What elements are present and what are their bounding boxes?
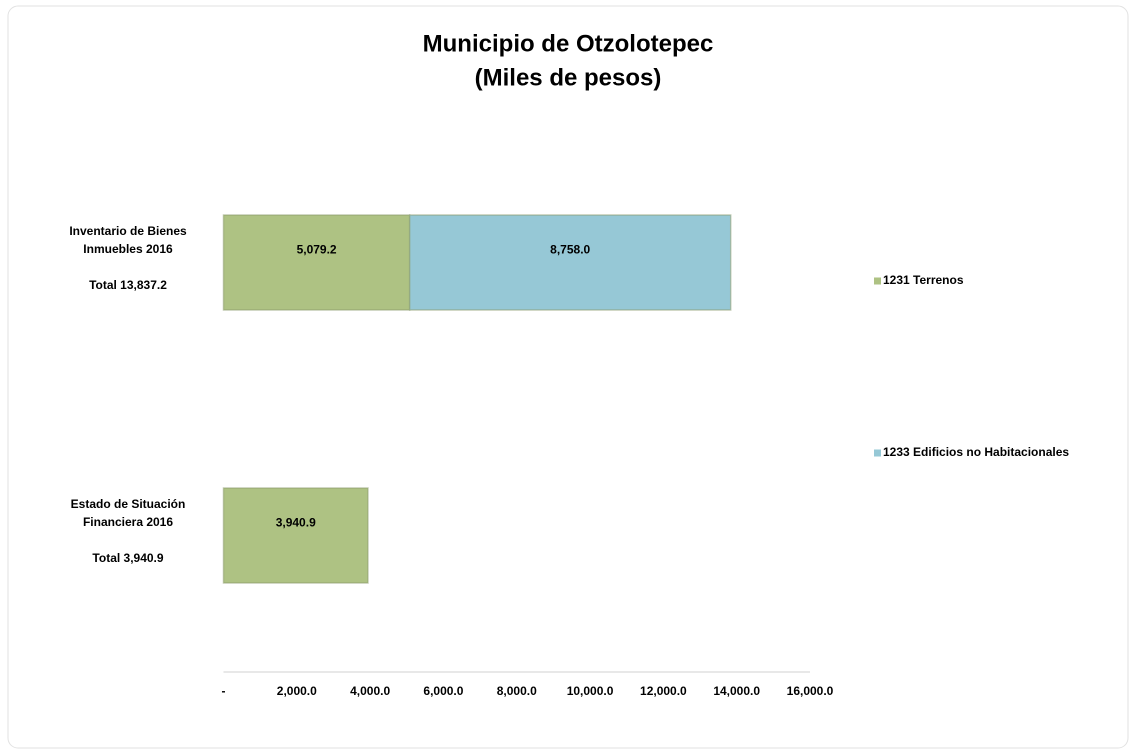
legend-swatch bbox=[874, 277, 881, 285]
chart-title: (Miles de pesos) bbox=[475, 64, 662, 91]
chart-title: Municipio de Otzolotepec bbox=[423, 30, 714, 57]
category-label: Estado de Situación bbox=[71, 497, 186, 511]
x-tick-label: 10,000.0 bbox=[567, 684, 614, 698]
legend-label: 1231 Terrenos bbox=[883, 273, 964, 287]
data-label: 5,079.2 bbox=[297, 243, 337, 257]
bar-segment bbox=[222, 214, 411, 311]
data-label: 3,940.9 bbox=[276, 516, 316, 530]
x-tick-label: 12,000.0 bbox=[640, 684, 687, 698]
category-label: Total 13,837.2 bbox=[89, 278, 167, 292]
x-tick-label: 2,000.0 bbox=[277, 684, 317, 698]
category-label: Inmuebles 2016 bbox=[83, 242, 173, 256]
data-label: 8,758.0 bbox=[550, 243, 590, 257]
x-tick-label: 4,000.0 bbox=[350, 684, 390, 698]
legend-label: 1233 Edificios no Habitacionales bbox=[883, 445, 1069, 459]
category-label: Financiera 2016 bbox=[83, 515, 173, 529]
x-tick-label: - bbox=[222, 684, 226, 698]
bar-segment bbox=[222, 487, 369, 584]
x-tick-label: 16,000.0 bbox=[787, 684, 834, 698]
x-tick-label: 14,000.0 bbox=[713, 684, 760, 698]
x-tick-label: 6,000.0 bbox=[423, 684, 463, 698]
category-label: Total 3,940.9 bbox=[92, 551, 163, 565]
legend-swatch bbox=[874, 449, 881, 457]
x-tick-label: 8,000.0 bbox=[497, 684, 537, 698]
category-label: Inventario de Bienes bbox=[69, 224, 187, 238]
chart-frame bbox=[7, 5, 1129, 749]
bar-segment bbox=[408, 214, 732, 311]
